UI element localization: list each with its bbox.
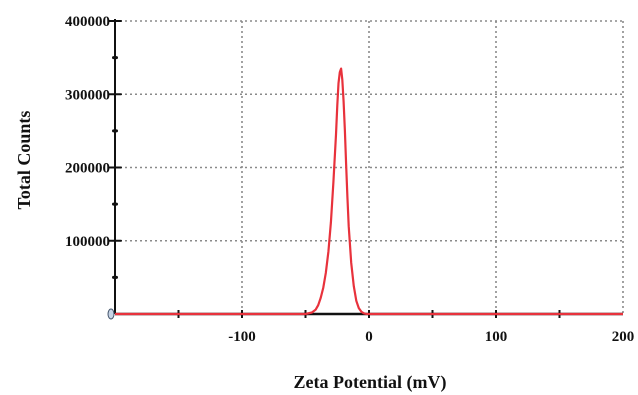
x-axis-end-marker bbox=[107, 308, 115, 320]
axes bbox=[107, 19, 623, 320]
x-tick-label-0: -100 bbox=[228, 329, 256, 345]
grid-lines bbox=[115, 20, 624, 314]
series-layer bbox=[115, 67, 623, 316]
y-tick-label-1: 200000 bbox=[65, 161, 110, 177]
y-tick-label-0: 100000 bbox=[65, 234, 110, 250]
x-axis-title: Zeta Potential (mV) bbox=[294, 372, 447, 393]
x-tick-label-3: 200 bbox=[612, 329, 635, 345]
y-tick-label-2: 300000 bbox=[65, 87, 110, 103]
series-line-0 bbox=[115, 67, 623, 316]
x-tick-label-2: 100 bbox=[485, 329, 508, 345]
tick-labels: 100000 200000 300000 400000 -100 0 100 200 bbox=[65, 14, 634, 345]
y-tick-label-3: 400000 bbox=[65, 14, 110, 30]
y-axis-title: Total Counts bbox=[14, 111, 34, 210]
x-tick-label-1: 0 bbox=[365, 329, 373, 345]
